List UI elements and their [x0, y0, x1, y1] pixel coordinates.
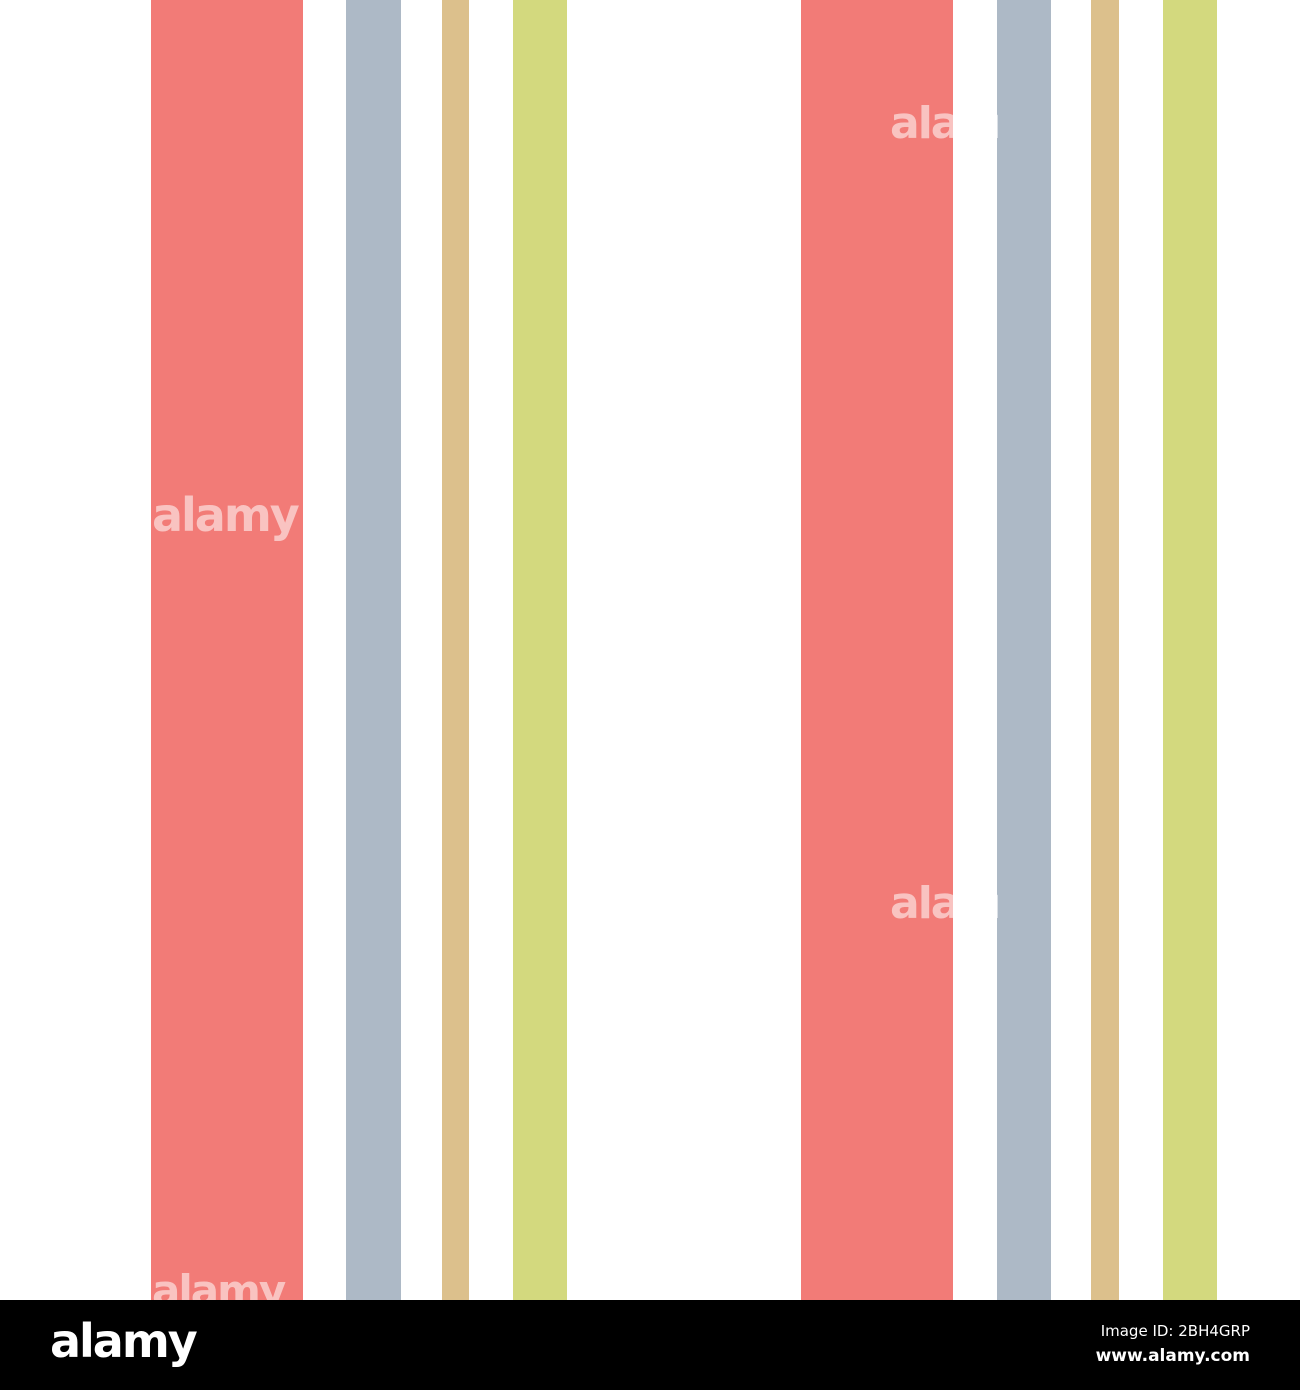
stripe-lime-1: [513, 0, 567, 1300]
stripe-blue-2: [997, 0, 1051, 1300]
stripe-lime-2: [1163, 0, 1217, 1300]
stripe-blue-1: [346, 0, 401, 1300]
stripe-tan-2: [1091, 0, 1119, 1300]
stripe-coral-2: [801, 0, 953, 1300]
stripe-tan-1: [442, 0, 469, 1300]
striped-pattern: alamy alamy alamy alamy: [151, 0, 1217, 1300]
alamy-logo: alamy: [50, 1314, 198, 1368]
stripe-coral-1: [151, 0, 303, 1300]
footer-bar: alamy Image ID: 2BH4GRP www.alamy.com: [0, 1300, 1300, 1390]
website-link: www.alamy.com: [1095, 1346, 1250, 1366]
image-id: Image ID: 2BH4GRP: [1100, 1322, 1250, 1340]
